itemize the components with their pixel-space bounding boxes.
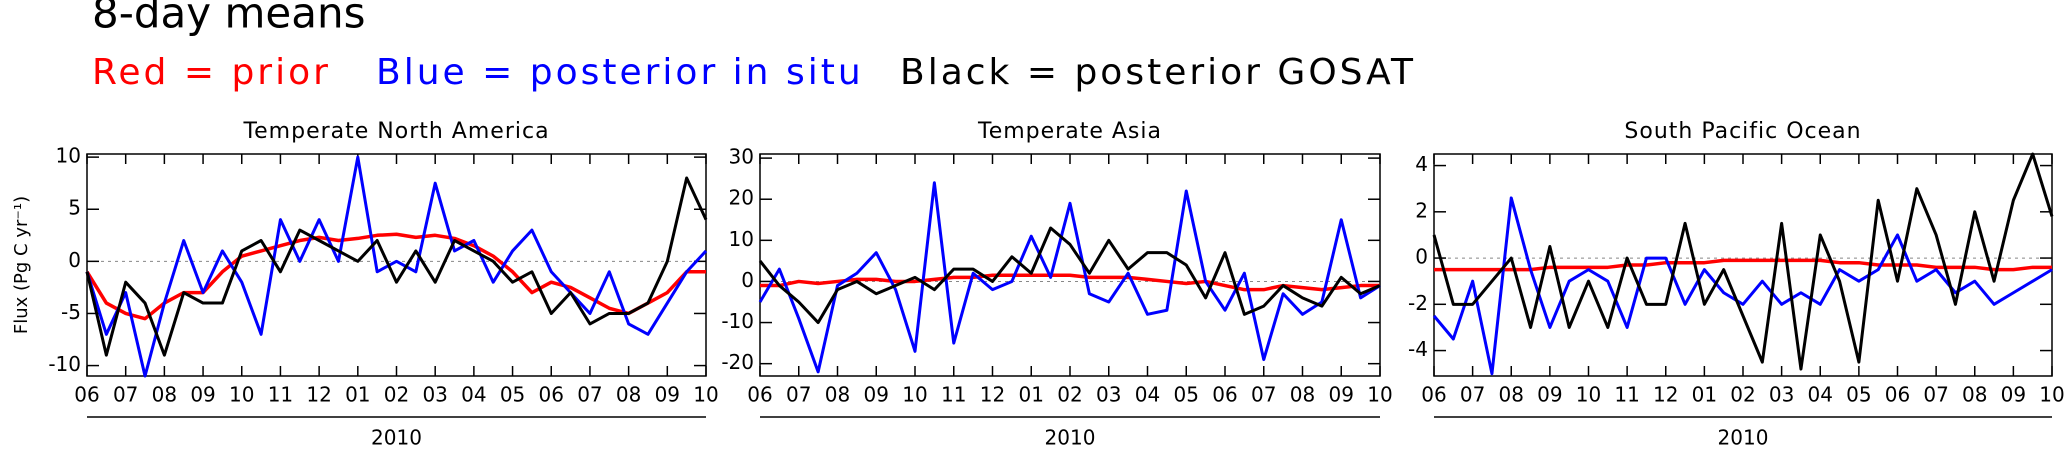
panel-title: South Pacific Ocean — [1624, 119, 1861, 144]
y-tick-label: -10 — [721, 309, 754, 333]
series-line — [760, 273, 1380, 292]
y-tick-label: 4 — [1415, 152, 1428, 176]
x-tick-label: 10 — [693, 383, 718, 407]
y-tick-label: 20 — [729, 186, 754, 210]
x-tick-label: 04 — [1135, 383, 1160, 407]
x-tick-label: 02 — [1057, 383, 1082, 407]
x-tick-label: 11 — [1614, 383, 1639, 407]
x-tick-label: 07 — [1923, 383, 1948, 407]
x-tick-label: 03 — [422, 383, 447, 407]
series-line — [758, 226, 1381, 325]
x-tick-label: 06 — [1421, 383, 1446, 407]
x-tick-label: 09 — [190, 383, 215, 407]
x-tick-label: 10 — [1576, 383, 1601, 407]
y-tick-label: 0 — [68, 248, 81, 272]
x-tick-label: 06 — [1885, 383, 1910, 407]
x-tick-label: 01 — [1019, 383, 1044, 407]
x-tick-label: 10 — [1367, 383, 1392, 407]
x-tick-label: 06 — [1212, 383, 1237, 407]
x-tick-label: 11 — [268, 383, 293, 407]
y-tick-label: 10 — [729, 227, 754, 251]
x-tick-label: 07 — [577, 383, 602, 407]
series-line — [85, 176, 708, 357]
x-tick-label: 08 — [1962, 383, 1987, 407]
x-tick-label: 07 — [1251, 383, 1276, 407]
x-tick-label: 07 — [786, 383, 811, 407]
x-tick-label: 04 — [461, 383, 486, 407]
series-line — [85, 232, 706, 321]
y-tick-label: 30 — [729, 145, 754, 169]
x-tick-label: 05 — [500, 383, 525, 407]
x-tick-label: 06 — [74, 383, 99, 407]
x-axis-label: 2010 — [1045, 426, 1096, 450]
x-tick-label: 03 — [1096, 383, 1121, 407]
legend-text: Blue = posterior in situ — [376, 52, 864, 93]
x-tick-label: 05 — [1174, 383, 1199, 407]
plot-frame — [86, 153, 707, 377]
series-line — [1434, 258, 2052, 272]
y-tick-label: -2 — [1408, 291, 1428, 315]
figure-title: 8-day means — [92, 0, 365, 38]
x-tick-label: 10 — [229, 383, 254, 407]
x-tick-label: 06 — [747, 383, 772, 407]
series-line — [1432, 152, 2054, 371]
x-tick-label: 12 — [306, 383, 331, 407]
legend-text: Black = posterior GOSAT — [900, 52, 1416, 93]
x-tick-label: 09 — [1537, 383, 1562, 407]
x-tick-label: 10 — [2039, 383, 2064, 407]
series-line — [85, 155, 708, 378]
x-tick-label: 08 — [152, 383, 177, 407]
x-tick-label: 05 — [1846, 383, 1871, 407]
y-tick-label: 5 — [68, 196, 81, 220]
x-tick-label: 09 — [655, 383, 680, 407]
x-tick-label: 08 — [1499, 383, 1524, 407]
x-tick-label: 01 — [345, 383, 370, 407]
x-tick-label: 09 — [1329, 383, 1354, 407]
x-tick-label: 10 — [902, 383, 927, 407]
y-tick-label: 0 — [1415, 245, 1428, 269]
x-tick-label: 04 — [1808, 383, 1833, 407]
x-tick-label: 11 — [941, 383, 966, 407]
x-tick-label: 08 — [616, 383, 641, 407]
y-tick-label: 10 — [56, 144, 81, 168]
x-tick-label: 02 — [1730, 383, 1755, 407]
y-tick-label: 2 — [1415, 198, 1428, 222]
x-axis-label: 2010 — [371, 426, 422, 450]
x-tick-label: 02 — [384, 383, 409, 407]
x-axis-label: 2010 — [1718, 426, 1769, 450]
panel-title: Temperate Asia — [977, 119, 1162, 144]
x-tick-label: 08 — [1290, 383, 1315, 407]
x-tick-label: 09 — [864, 383, 889, 407]
x-tick-label: 01 — [1692, 383, 1717, 407]
x-tick-label: 12 — [1653, 383, 1678, 407]
series-line — [758, 181, 1381, 374]
y-tick-label: -20 — [721, 350, 754, 374]
plot-frame — [1433, 153, 2053, 377]
y-tick-label: -4 — [1408, 337, 1428, 361]
panel-title: Temperate North America — [242, 119, 549, 144]
legend-text: Red = prior — [92, 52, 331, 93]
y-tick-label: 0 — [741, 268, 754, 292]
y-tick-label: -10 — [48, 352, 81, 376]
x-tick-label: 08 — [825, 383, 850, 407]
y-axis-label: Flux (Pg C yr⁻¹) — [11, 196, 32, 334]
y-tick-label: -5 — [61, 300, 81, 324]
x-tick-label: 06 — [539, 383, 564, 407]
x-tick-label: 09 — [2001, 383, 2026, 407]
plot-frame — [759, 153, 1381, 377]
x-tick-label: 07 — [113, 383, 138, 407]
x-tick-label: 07 — [1460, 383, 1485, 407]
x-tick-label: 03 — [1769, 383, 1794, 407]
x-tick-label: 12 — [980, 383, 1005, 407]
